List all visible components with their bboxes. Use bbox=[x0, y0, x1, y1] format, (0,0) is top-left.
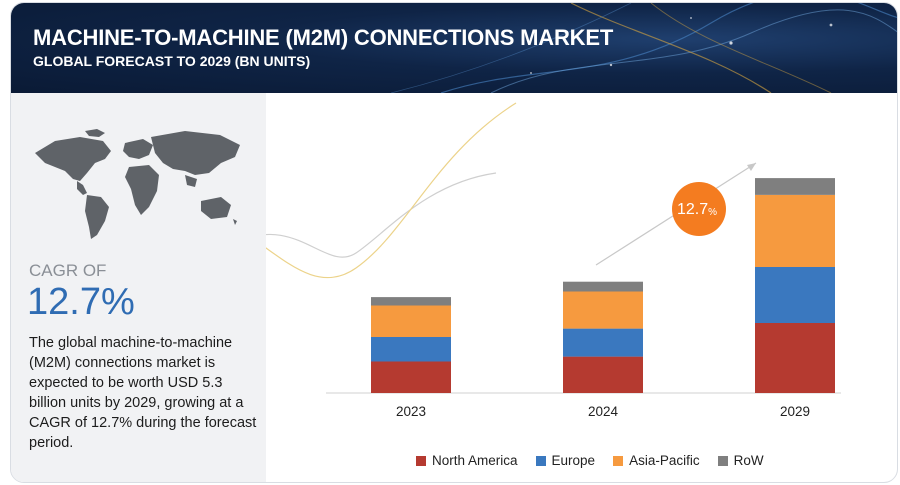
bar-2024-asia-pacific bbox=[563, 291, 643, 329]
legend-swatch bbox=[535, 455, 546, 466]
legend-item: Asia-Pacific bbox=[613, 453, 700, 468]
bar-2024-north-america bbox=[563, 356, 643, 393]
page-title: MACHINE-TO-MACHINE (M2M) CONNECTIONS MAR… bbox=[33, 25, 614, 50]
legend-label: Europe bbox=[551, 453, 596, 468]
chart-legend: North America Europe Asia-Pacific RoW bbox=[416, 453, 764, 468]
cagr-bubble bbox=[672, 182, 726, 236]
legend-label: North America bbox=[432, 453, 518, 468]
bar-2023-asia-pacific bbox=[371, 305, 451, 337]
cagr-label: CAGR OF bbox=[29, 261, 107, 280]
legend-swatch bbox=[416, 455, 426, 466]
bar-2023-row bbox=[371, 297, 451, 306]
page-subtitle: GLOBAL FORECAST TO 2029 (BN UNITS) bbox=[33, 53, 311, 69]
bar-2029-north-america bbox=[755, 323, 835, 393]
world-map-icon bbox=[35, 129, 240, 239]
bar-2023-north-america bbox=[371, 361, 451, 393]
summary-panel: CAGR OF 12.7% The global machine-to-mach… bbox=[11, 93, 266, 482]
infographic-card: MACHINE-TO-MACHINE (M2M) CONNECTIONS MAR… bbox=[10, 2, 898, 483]
legend-swatch bbox=[613, 455, 624, 466]
chart-area: 2023 2024 2029 12.7% North America Europe As… bbox=[266, 93, 897, 482]
legend-swatch bbox=[717, 455, 728, 466]
stacked-bar-chart: 2023 2024 2029 12.7% bbox=[266, 102, 841, 419]
legend-item: North America bbox=[416, 453, 518, 468]
x-tick-label: 2029 bbox=[780, 404, 810, 419]
growth-arrow-head bbox=[747, 163, 756, 171]
decorative-swirl-gold bbox=[266, 102, 517, 279]
bar-2024-europe bbox=[563, 328, 643, 357]
decorative-swirl-gray bbox=[266, 172, 497, 258]
legend-label: Asia-Pacific bbox=[629, 453, 700, 468]
header-decoration bbox=[390, 3, 897, 93]
x-tick-label: 2023 bbox=[396, 404, 426, 419]
bar-2029-europe bbox=[755, 267, 835, 323]
legend-label: RoW bbox=[733, 453, 764, 468]
cagr-bubble-label: 12.7% bbox=[677, 201, 717, 218]
bar-2029-asia-pacific bbox=[755, 194, 835, 267]
summary-description: The global machine-to-machine (M2M) conn… bbox=[29, 335, 257, 451]
bar-2029-row bbox=[755, 178, 835, 195]
legend-item: RoW bbox=[717, 453, 764, 468]
bar-2023-europe bbox=[371, 337, 451, 362]
x-tick-label: 2024 bbox=[588, 404, 619, 419]
cagr-value: 12.7% bbox=[27, 281, 135, 323]
header-banner: MACHINE-TO-MACHINE (M2M) CONNECTIONS MAR… bbox=[11, 3, 897, 93]
bar-2024-row bbox=[563, 281, 643, 292]
legend-item: Europe bbox=[535, 453, 596, 468]
